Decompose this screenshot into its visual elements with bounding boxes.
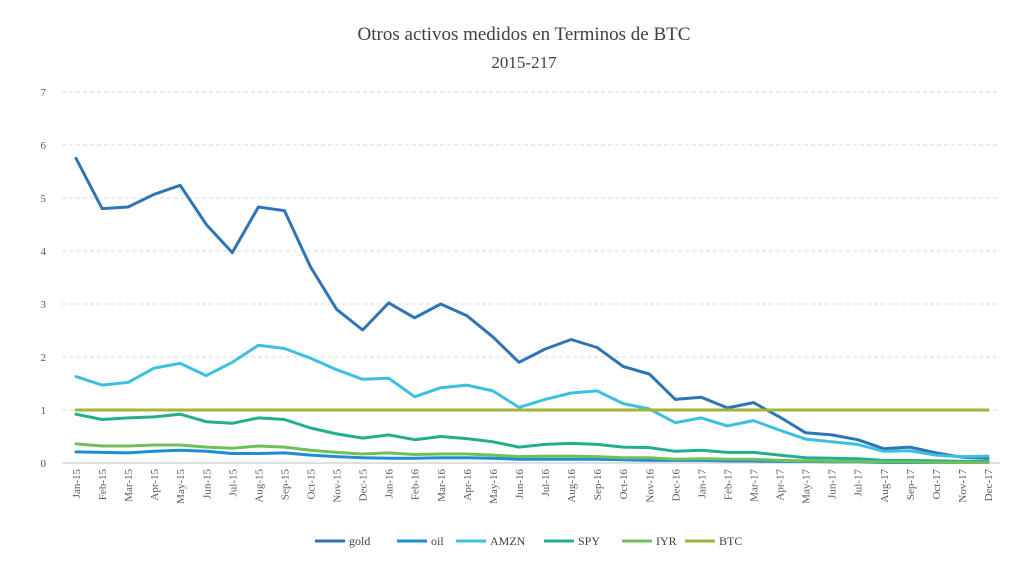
x-tick-label: Feb-16 (410, 469, 422, 501)
x-tick-label: Aug-15 (253, 469, 265, 503)
x-tick-label: Jan-15 (71, 469, 83, 499)
legend-item-spy: SPY (544, 534, 600, 548)
x-tick-label: Dec-15 (358, 469, 370, 502)
series-lines (74, 156, 990, 464)
series-line-iyr (74, 442, 990, 464)
y-tick-label: 2 (41, 352, 47, 364)
x-tick-label: Nov-16 (644, 469, 656, 503)
y-tick-label: 3 (41, 299, 47, 311)
x-tick-label: Sep-16 (592, 469, 604, 501)
legend-label: gold (349, 534, 370, 548)
x-tick-label: Nov-15 (332, 469, 344, 503)
x-tick-label: Feb-17 (722, 469, 734, 501)
x-tick-label: Apr-15 (149, 469, 161, 501)
y-tick-label: 0 (41, 458, 47, 470)
x-tick-label: Dec-16 (670, 469, 682, 502)
legend-label: IYR (656, 534, 677, 548)
x-tick-label: Jan-16 (384, 469, 396, 499)
legend-label: SPY (578, 534, 600, 548)
series-line-spy (74, 412, 990, 463)
legend-label: BTC (719, 534, 742, 548)
x-tick-label: Mar-15 (123, 469, 135, 502)
y-tick-label: 7 (41, 87, 47, 99)
y-tick-label: 1 (41, 405, 47, 417)
legend-item-btc: BTC (685, 534, 742, 548)
x-tick-label: Aug-16 (566, 469, 578, 503)
legend-label: oil (431, 534, 444, 548)
x-tick-label: Mar-17 (748, 469, 760, 502)
x-tick-label: Apr-16 (462, 469, 474, 501)
x-tick-label: Aug-17 (879, 469, 891, 503)
x-tick-label: Jan-17 (696, 469, 708, 499)
legend-item-gold: gold (315, 534, 370, 548)
x-tick-label: Jun-15 (201, 469, 213, 499)
x-tick-label: Sep-17 (905, 469, 917, 501)
y-tick-label: 4 (41, 246, 47, 258)
x-tick-label: Jun-16 (514, 469, 526, 499)
chart-title: Otros activos medidos en Terminos de BTC (358, 24, 691, 45)
legend: gold oil AMZN SPY IYR BTC (315, 534, 742, 548)
x-tick-label: May-16 (488, 469, 500, 504)
x-tick-label: Oct-15 (306, 469, 318, 500)
x-tick-label: May-15 (175, 469, 187, 504)
x-tick-label: Jul-16 (540, 469, 552, 497)
legend-item-amzn: AMZN (456, 534, 526, 548)
series-line-gold (74, 156, 990, 460)
y-axis-ticks: 0 1 2 3 4 5 6 7 (41, 87, 47, 470)
y-tick-label: 5 (41, 193, 47, 205)
gridlines (62, 91, 1000, 464)
x-tick-label: Nov-17 (957, 469, 969, 503)
series-line-amzn (74, 343, 990, 459)
x-tick-label: Jul-17 (853, 469, 865, 497)
x-tick-label: Jul-15 (227, 469, 239, 497)
x-tick-label: Sep-15 (279, 469, 291, 501)
legend-item-oil: oil (397, 534, 444, 548)
x-axis-ticks: Jan-15 Feb-15 Mar-15 Apr-15 May-15 Jun-15 Jul-… (71, 469, 995, 504)
legend-label: AMZN (490, 534, 526, 548)
x-tick-label: Mar-16 (436, 469, 448, 502)
x-tick-label: Dec-17 (983, 469, 995, 502)
x-tick-label: Feb-15 (97, 469, 109, 501)
x-tick-label: Jun-17 (827, 469, 839, 499)
x-tick-label: May-17 (801, 469, 813, 504)
chart-subtitle: 2015-217 (491, 53, 557, 72)
x-tick-label: Oct-17 (931, 469, 943, 500)
legend-item-iyr: IYR (622, 534, 677, 548)
x-tick-label: Apr-17 (775, 469, 787, 501)
y-tick-label: 6 (41, 140, 47, 152)
x-tick-label: Oct-16 (618, 469, 630, 500)
